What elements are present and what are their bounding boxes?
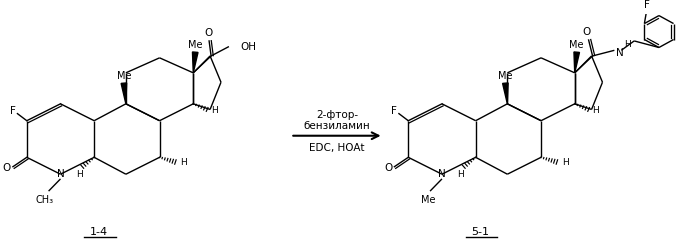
Text: CH₃: CH₃ — [36, 195, 54, 205]
Text: Me: Me — [570, 40, 584, 50]
Text: H: H — [211, 106, 218, 115]
Text: H: H — [457, 170, 464, 179]
Text: 5-1: 5-1 — [472, 227, 489, 237]
Text: H: H — [180, 157, 187, 167]
Text: H: H — [562, 157, 569, 167]
Text: O: O — [384, 163, 392, 173]
Text: Me: Me — [117, 71, 131, 81]
Text: N: N — [616, 48, 624, 58]
Text: H: H — [593, 106, 600, 115]
Text: H: H — [76, 170, 82, 179]
Text: N: N — [438, 169, 446, 179]
Text: 2-фтор-: 2-фтор- — [316, 110, 358, 120]
Text: 1-4: 1-4 — [90, 227, 108, 237]
Text: H: H — [624, 40, 631, 49]
Text: F: F — [644, 0, 651, 10]
Text: O: O — [3, 163, 11, 173]
Text: O: O — [204, 29, 212, 38]
Text: OH: OH — [241, 42, 257, 52]
Polygon shape — [503, 83, 508, 104]
Polygon shape — [574, 52, 579, 73]
Text: Me: Me — [188, 40, 202, 50]
Polygon shape — [193, 52, 198, 73]
Text: EDC, HOAt: EDC, HOAt — [309, 143, 364, 153]
Text: F: F — [10, 106, 16, 116]
Text: Me: Me — [498, 71, 512, 81]
Text: N: N — [57, 169, 64, 179]
Text: O: O — [583, 28, 591, 37]
Text: бензиламин: бензиламин — [304, 121, 371, 131]
Text: F: F — [392, 106, 397, 116]
Polygon shape — [121, 83, 126, 104]
Text: Me: Me — [421, 195, 436, 205]
